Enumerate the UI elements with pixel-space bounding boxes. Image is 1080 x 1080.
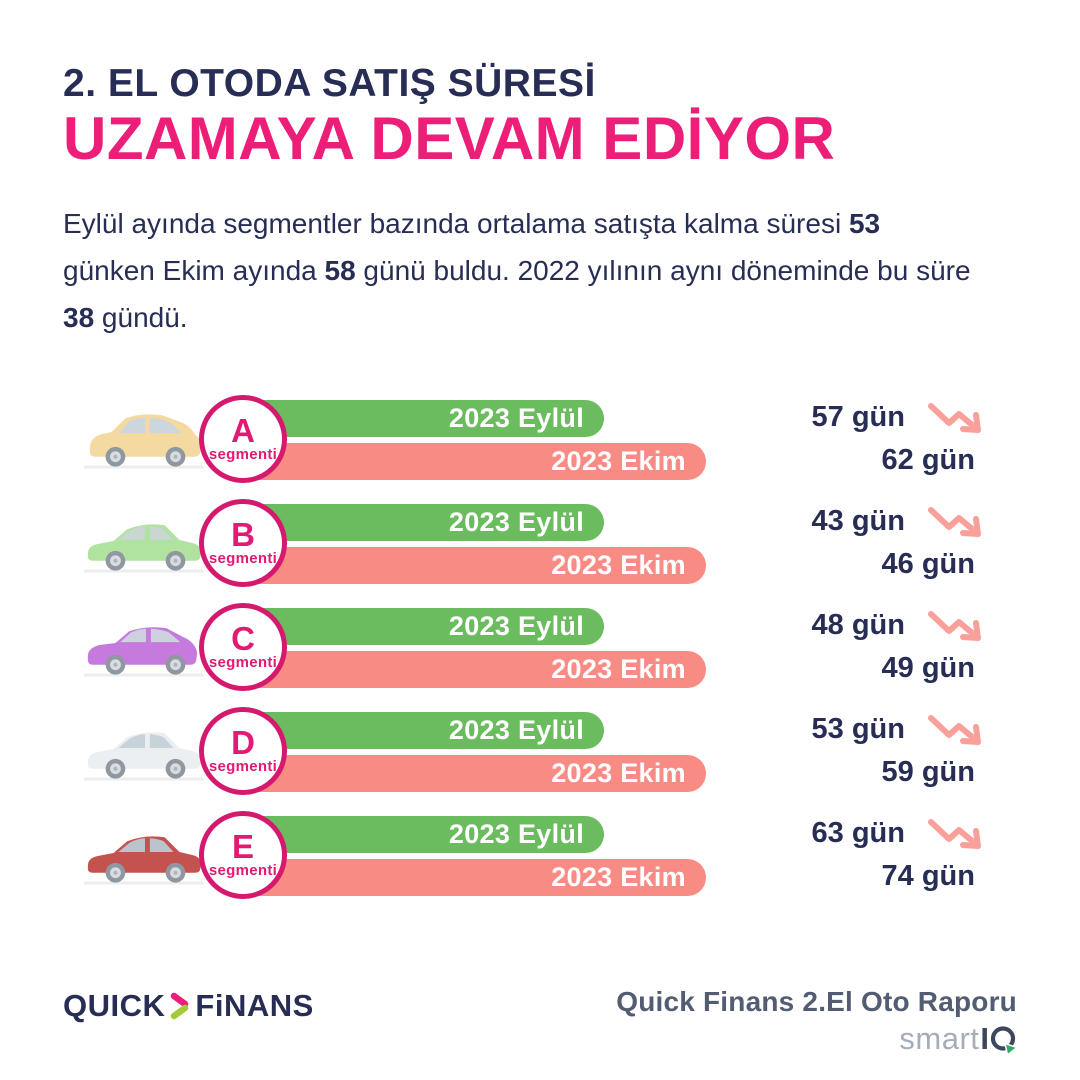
trend-down-icon — [928, 819, 981, 849]
segment-row: 2023 Eylül 2023 Ekim B segmenti 43 gün 4… — [0, 495, 1080, 599]
bar-2023-eylul: 2023 Eylül — [236, 504, 604, 541]
segment-suffix: segmenti — [208, 445, 278, 463]
trend-down-icon — [928, 507, 981, 537]
value-ekim: 59 gün — [881, 756, 975, 788]
value-ekim: 46 gün — [881, 548, 975, 580]
value-eylul: 53 gün — [811, 713, 905, 745]
footer-right: Quick Finans 2.El Oto Raporu smart I — [616, 986, 1017, 1057]
segment-suffix: segmenti — [208, 861, 278, 879]
car-wheel — [105, 446, 126, 467]
intro-bold-number: 58 — [324, 255, 356, 286]
segment-letter: E — [231, 827, 254, 865]
intro-span: Eylül ayında segmentler bazında ortalama… — [63, 208, 849, 239]
trend-down-icon — [928, 715, 981, 745]
bar-2023-ekim: 2023 Ekim — [236, 859, 706, 896]
bar-eylul-label: 2023 Eylül — [448, 611, 584, 641]
bar-2023-eylul: 2023 Eylül — [236, 712, 604, 749]
intro-span: günken Ekim ayında — [63, 255, 325, 286]
car-wheel — [165, 550, 186, 571]
quick-finans-logo: QUICK FiNANS — [63, 988, 314, 1024]
segment-letter: D — [231, 723, 255, 761]
bar-2023-ekim: 2023 Ekim — [236, 651, 706, 688]
value-ekim: 74 gün — [881, 860, 975, 892]
smartiq-logo: smart I — [616, 1021, 1017, 1057]
bar-eylul-label: 2023 Eylül — [448, 715, 584, 745]
page-subtitle: UZAMAYA DEVAM EDİYOR — [63, 105, 836, 172]
value-ekim: 62 gün — [881, 444, 975, 476]
intro-span: günü buldu. 2022 yılının aynı döneminde … — [355, 255, 971, 286]
bar-2023-eylul: 2023 Eylül — [236, 400, 604, 437]
intro-span: gündü. — [94, 302, 188, 333]
segment-letter: B — [231, 515, 255, 553]
bar-eylul-label: 2023 Eylül — [448, 507, 584, 537]
bar-2023-eylul: 2023 Eylül — [236, 608, 604, 645]
car-wheel — [165, 758, 186, 779]
bar-2023-ekim: 2023 Ekim — [236, 547, 706, 584]
segment-row: 2023 Eylül 2023 Ekim C segmenti 48 gün 4… — [0, 599, 1080, 703]
bar-ekim-label: 2023 Ekim — [551, 446, 686, 476]
bar-ekim-label: 2023 Ekim — [551, 758, 686, 788]
segment-badge: A segmenti — [199, 395, 287, 483]
value-eylul: 63 gün — [811, 817, 905, 849]
value-eylul: 43 gün — [811, 505, 905, 537]
smartiq-q-icon — [990, 1025, 1017, 1055]
car-illustration — [83, 732, 205, 781]
segment-row: 2023 Eylül 2023 Ekim D segmenti 53 gün 5… — [0, 703, 1080, 807]
car-wheel — [105, 862, 126, 883]
car-wheel — [105, 550, 126, 571]
car-illustration — [83, 627, 205, 677]
smartiq-smart: smart — [899, 1021, 980, 1056]
bar-2023-ekim: 2023 Ekim — [236, 443, 706, 480]
segment-suffix: segmenti — [208, 757, 278, 775]
trend-down-icon — [928, 611, 981, 641]
car-wheel — [105, 654, 126, 675]
segment-suffix: segmenti — [208, 549, 278, 567]
bar-ekim-label: 2023 Ekim — [551, 550, 686, 580]
intro-bold-number: 38 — [63, 302, 95, 333]
logo-word-finans: FiNANS — [195, 988, 314, 1023]
car-wheel — [165, 654, 186, 675]
segment-suffix: segmenti — [208, 653, 278, 671]
bar-eylul-label: 2023 Eylül — [448, 819, 584, 849]
segment-letter: C — [231, 619, 255, 657]
segment-badge: E segmenti — [199, 811, 287, 899]
bar-ekim-label: 2023 Ekim — [551, 862, 686, 892]
bar-2023-ekim: 2023 Ekim — [236, 755, 706, 792]
logo-word-quick: QUICK — [63, 988, 166, 1023]
page-title: 2. EL OTODA SATIŞ SÜRESİ — [63, 62, 596, 105]
trend-down-icon — [928, 403, 981, 433]
segment-row: 2023 Eylül 2023 Ekim E segmenti 63 gün 7… — [0, 807, 1080, 911]
report-title: Quick Finans 2.El Oto Raporu — [616, 986, 1017, 1017]
segment-badge: B segmenti — [199, 499, 287, 587]
bar-2023-eylul: 2023 Eylül — [236, 816, 604, 853]
segment-badge: C segmenti — [199, 603, 287, 691]
value-eylul: 57 gün — [811, 401, 905, 433]
logo-chevron-icon — [171, 992, 189, 1020]
car-wheel — [165, 862, 186, 883]
car-illustration — [83, 836, 205, 885]
bar-ekim-label: 2023 Ekim — [551, 654, 686, 684]
intro-text: Eylül ayında segmentler bazında ortalama… — [63, 200, 978, 341]
intro-bold-number: 53 — [848, 208, 881, 239]
segment-row: 2023 Eylül 2023 Ekim A segmenti 57 gün 6… — [0, 391, 1080, 495]
segment-badge: D segmenti — [199, 707, 287, 795]
bar-eylul-label: 2023 Eylül — [448, 403, 584, 433]
value-ekim: 49 gün — [881, 652, 975, 684]
car-wheel — [165, 446, 186, 467]
smartiq-i: I — [980, 1021, 989, 1056]
value-eylul: 48 gün — [811, 609, 905, 641]
segment-letter: A — [231, 411, 255, 449]
car-wheel — [105, 758, 126, 779]
car-illustration — [83, 524, 205, 573]
car-illustration — [83, 414, 205, 469]
